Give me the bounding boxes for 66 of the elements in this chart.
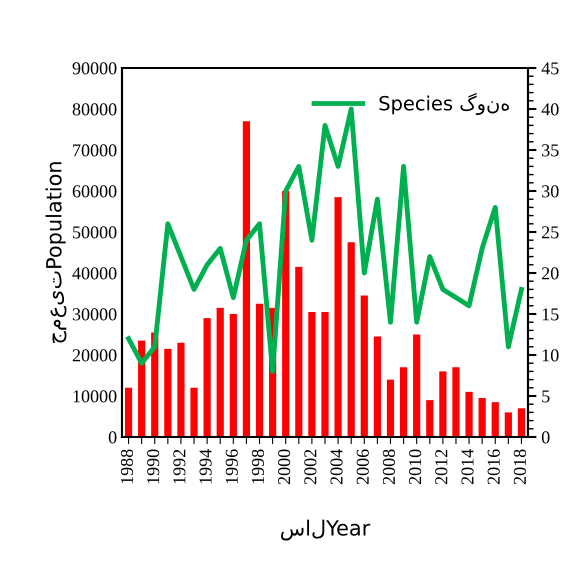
x-tick-label: 2014 <box>461 449 474 484</box>
legend-label: Species گونه <box>380 92 510 116</box>
x-tick-label: 1988 <box>120 449 134 484</box>
y2-tick-label: 10 <box>542 349 559 362</box>
x-tick-label: 1992 <box>173 450 186 484</box>
y-tick-label: 40000 <box>72 267 116 280</box>
bar <box>492 402 499 437</box>
x-tick-label: 1990 <box>147 449 160 484</box>
y2-tick-label: 40 <box>542 103 559 116</box>
y2-tick-label: 5 <box>542 390 550 402</box>
x-tick-label: 1998 <box>252 449 264 484</box>
y-tick-label: 10000 <box>74 390 116 402</box>
x-tick-label: 2000 <box>278 449 290 484</box>
bar <box>256 304 264 437</box>
y2-tick-label: 30 <box>542 185 559 198</box>
x-tick-label: 1994 <box>200 449 212 484</box>
bar <box>426 400 434 437</box>
x-tick-label: 2016 <box>488 449 500 484</box>
bar <box>478 398 486 437</box>
x-tick-label: 2008 <box>382 449 396 484</box>
bar <box>190 388 198 437</box>
y-tick-label: 20000 <box>72 349 116 362</box>
y-tick-label: 90000 <box>72 62 116 74</box>
bar <box>124 388 132 437</box>
y2-tick-label: 35 <box>542 144 559 156</box>
y2-tick-label: 20 <box>542 267 559 280</box>
y-tick-label: 50000 <box>73 226 116 238</box>
bar <box>400 367 408 437</box>
y-tick-label: 70000 <box>73 144 116 156</box>
x-tick-label: 1996 <box>226 449 238 484</box>
bar <box>204 318 211 437</box>
bar <box>321 312 329 437</box>
bar <box>386 380 394 437</box>
y-tick-label: 0 <box>108 431 116 444</box>
y2-tick-label: 0 <box>542 431 550 444</box>
bar <box>413 334 420 437</box>
bar <box>518 408 526 437</box>
bar <box>504 412 512 437</box>
y-tick-label: 80000 <box>72 103 116 116</box>
bar <box>177 342 185 437</box>
bar <box>465 392 473 437</box>
bar <box>439 371 446 437</box>
bar <box>334 197 342 437</box>
bar <box>242 121 250 437</box>
x-tick-label: 2002 <box>304 450 316 484</box>
y2-tick-label: 25 <box>542 226 559 238</box>
x-tick-label: 2012 <box>435 450 448 484</box>
y-axis-title: جمعیتPopulation <box>46 162 66 343</box>
bar <box>452 367 460 437</box>
bar <box>164 348 172 437</box>
y-tick-label: 30000 <box>72 308 116 320</box>
x-tick-label: 2018 <box>514 449 526 484</box>
x-axis-title: سالYear <box>281 520 370 541</box>
bar <box>308 312 316 437</box>
bar <box>230 314 237 437</box>
y-tick-label: 60000 <box>72 185 116 198</box>
x-tick-label: 2010 <box>409 449 422 484</box>
bar <box>216 308 224 437</box>
bar <box>295 266 302 437</box>
x-tick-label: 2006 <box>356 449 369 484</box>
x-tick-label: 2004 <box>330 449 343 484</box>
y2-tick-label: 45 <box>542 62 559 74</box>
bar <box>360 296 368 437</box>
y2-tick-label: 15 <box>542 308 559 320</box>
bar <box>374 336 381 437</box>
bar <box>348 242 355 437</box>
